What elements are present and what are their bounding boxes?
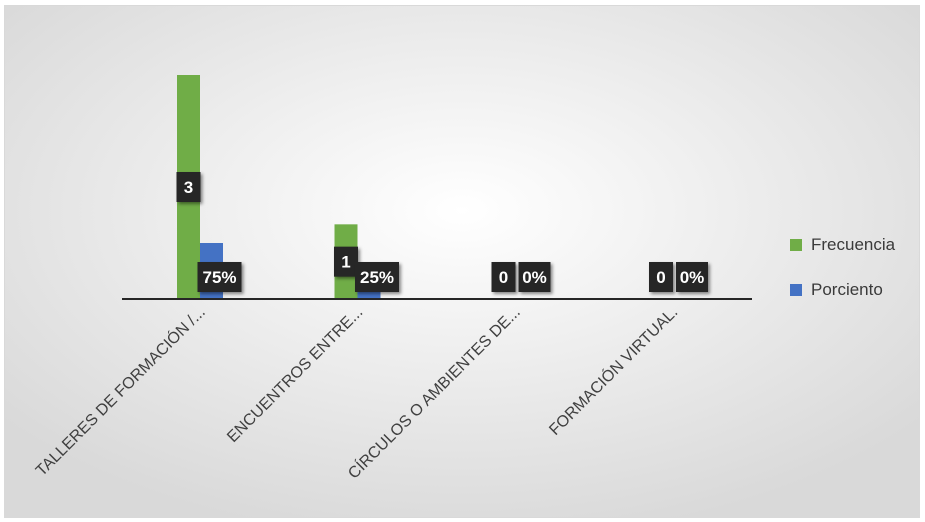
svg-text:0%: 0%	[680, 268, 705, 287]
data-label-porciento-2: 25%	[355, 262, 399, 292]
legend-item-frecuencia: Frecuencia	[790, 234, 895, 256]
svg-text:0%: 0%	[522, 268, 547, 287]
svg-text:25%: 25%	[360, 268, 394, 287]
chart-frame	[4, 5, 920, 518]
legend-label-porciento: Porciento	[811, 280, 883, 299]
legend-swatch-porciento	[790, 284, 802, 296]
legend-swatch-frecuencia	[790, 239, 802, 251]
data-label-porciento-3: 0%	[518, 262, 551, 292]
chart-background	[5, 6, 919, 517]
data-label-porciento-1: 75%	[197, 262, 242, 292]
data-label-frecuencia-3: 0	[491, 262, 516, 292]
svg-text:3: 3	[184, 178, 193, 197]
svg-text:1: 1	[341, 253, 350, 272]
data-label-frecuencia-1: 3	[176, 172, 201, 202]
svg-text:75%: 75%	[202, 268, 236, 287]
legend-label-frecuencia: Frecuencia	[811, 235, 896, 254]
data-label-porciento-4: 0%	[676, 262, 708, 292]
legend: Frecuencia Porciento	[790, 234, 895, 324]
data-label-frecuencia-4: 0	[649, 262, 673, 292]
data-label-frecuencia-2: 1	[334, 246, 358, 277]
svg-text:0: 0	[499, 268, 508, 287]
svg-text:0: 0	[656, 268, 665, 287]
legend-item-porciento: Porciento	[790, 279, 895, 301]
